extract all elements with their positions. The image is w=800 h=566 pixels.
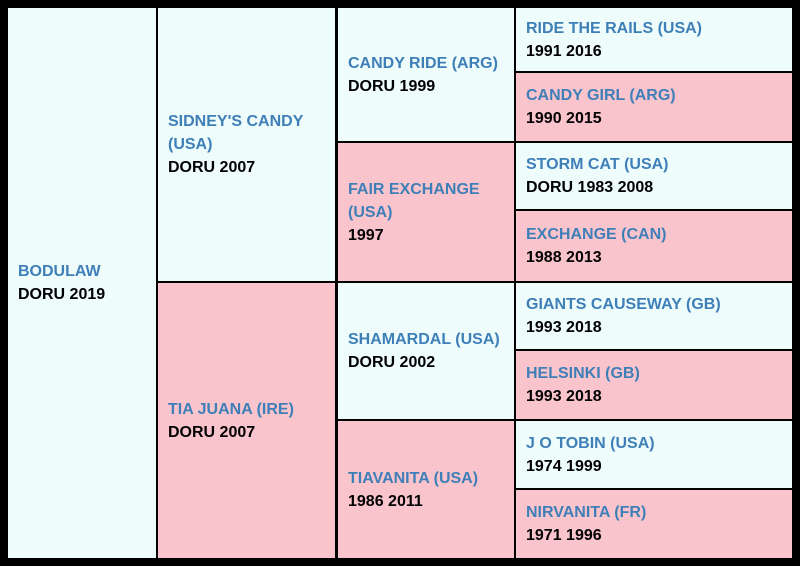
ggp-info: 1988 2013 (526, 249, 602, 266)
ggp-cell-8: NIRVANITA (FR) 1971 1996 (516, 490, 792, 558)
sire-sire-cell: CANDY RIDE (ARG) DORU 1999 (338, 8, 514, 141)
ggp-name: HELSINKI (GB) (526, 365, 640, 382)
dam-name: TIA JUANA (IRE) (168, 400, 294, 418)
dam-dam-name: TIAVANITA (USA) (348, 469, 479, 487)
ggp-name: RIDE THE RAILS (USA) (526, 19, 702, 37)
sire-dam-cell: FAIR EXCHANGE (USA) 1997 (338, 143, 514, 281)
dam-cell: TIA JUANA (IRE) DORU 2007 (158, 283, 335, 558)
dam-sire-info: DORU 2002 (348, 354, 436, 371)
sire-info: DORU 2007 (168, 159, 256, 176)
ggp-info: DORU 1983 2008 (526, 179, 654, 196)
dam-dam-cell: TIAVANITA (USA) 1986 2011 (338, 421, 514, 558)
ggp-info: 1990 2015 (526, 110, 602, 127)
ggp-cell-2: CANDY GIRL (ARG) 1990 2015 (516, 73, 792, 141)
ggp-cell-5: GIANTS CAUSEWAY (GB) 1993 2018 (516, 283, 792, 349)
ggp-cell-4: EXCHANGE (CAN) 1988 2013 (516, 211, 792, 281)
subject-info: DORU 2019 (18, 286, 106, 303)
sire-dam-info: 1997 (348, 226, 384, 244)
ggp-name: STORM CAT (USA) (526, 156, 669, 173)
sire-sire-info: DORU 1999 (348, 77, 436, 95)
ggp-name: EXCHANGE (CAN) (526, 226, 667, 243)
ggp-name: GIANTS CAUSEWAY (GB) (526, 296, 721, 313)
ggp-info: 1974 1999 (526, 457, 602, 475)
dam-sire-cell: SHAMARDAL (USA) DORU 2002 (338, 283, 514, 419)
ggp-cell-3: STORM CAT (USA) DORU 1983 2008 (516, 143, 792, 209)
ggp-cell-1: RIDE THE RAILS (USA) 1991 2016 (516, 8, 792, 71)
sire-sire-name: CANDY RIDE (ARG) (348, 54, 498, 72)
ggp-info: 1993 2018 (526, 319, 602, 336)
ggp-name: NIRVANITA (FR) (526, 504, 647, 521)
ggp-name: J O TOBIN (USA) (526, 434, 655, 452)
sire-dam-name: FAIR EXCHANGE (USA) (348, 180, 480, 221)
ggp-info: 1993 2018 (526, 388, 602, 405)
sire-name: SIDNEY'S CANDY (USA) (168, 113, 304, 153)
dam-info: DORU 2007 (168, 423, 256, 441)
subject-cell: BODULAW DORU 2019 (8, 8, 156, 558)
ggp-info: 1971 1996 (526, 527, 602, 544)
sire-cell: SIDNEY'S CANDY (USA) DORU 2007 (158, 8, 335, 281)
ggp-cell-7: J O TOBIN (USA) 1974 1999 (516, 421, 792, 488)
ggp-info: 1991 2016 (526, 42, 602, 60)
ggp-name: CANDY GIRL (ARG) (526, 87, 676, 104)
dam-dam-info: 1986 2011 (348, 492, 423, 510)
subject-name: BODULAW (18, 263, 101, 280)
dam-sire-name: SHAMARDAL (USA) (348, 331, 500, 348)
ggp-cell-6: HELSINKI (GB) 1993 2018 (516, 351, 792, 419)
